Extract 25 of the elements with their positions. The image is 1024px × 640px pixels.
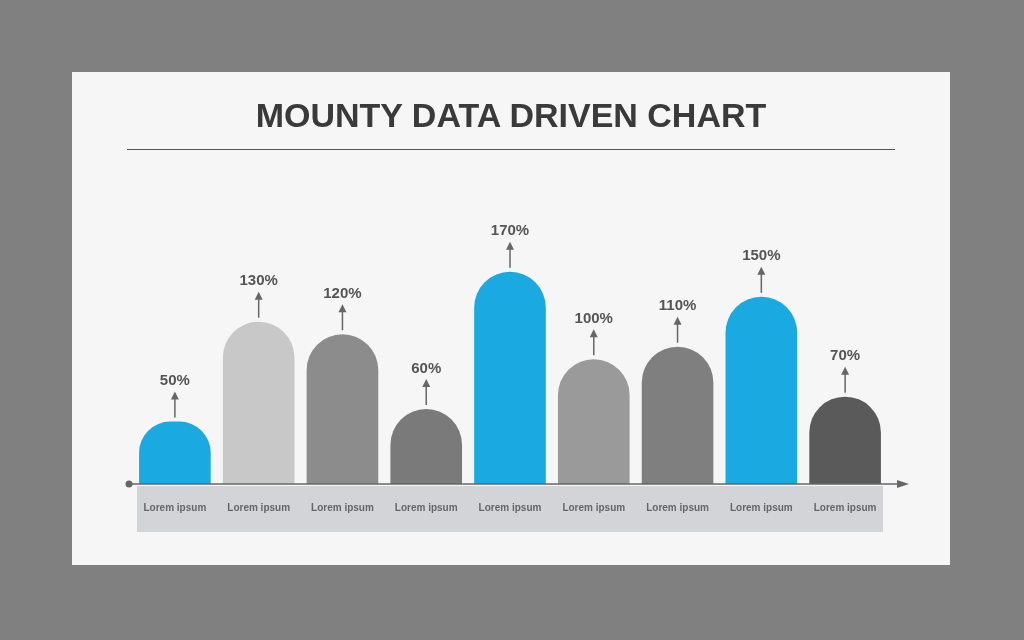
x-tick-label: Lorem ipsum [729, 501, 793, 513]
x-tick-label: Lorem ipsum [646, 501, 710, 513]
bar [725, 296, 798, 484]
data-label: 100% [574, 308, 613, 326]
data-label: 170% [490, 221, 530, 239]
chart-title: MOUNTY DATA DRIVEN CHART [254, 96, 768, 135]
data-label: 120% [323, 283, 362, 301]
x-tick-label: Lorem ipsum [227, 501, 291, 513]
data-label: 60% [411, 358, 442, 376]
data-label: 130% [239, 271, 278, 289]
x-tick-label: Lorem ipsum [478, 501, 542, 513]
x-tick-label: Lorem ipsum [562, 501, 626, 513]
data-label: 110% [658, 296, 697, 314]
x-tick-label: Lorem ipsum [143, 501, 207, 513]
bar [306, 334, 379, 484]
x-tick-label: Lorem ipsum [813, 501, 877, 513]
bar [222, 321, 295, 484]
data-label: 50% [159, 371, 190, 389]
bar [557, 359, 630, 484]
x-tick-label: Lorem ipsum [311, 501, 374, 513]
bar [641, 346, 714, 484]
bar [474, 271, 546, 484]
data-label: 150% [742, 246, 781, 264]
data-label: 70% [830, 346, 861, 364]
x-tick-label: Lorem ipsum [394, 501, 458, 513]
